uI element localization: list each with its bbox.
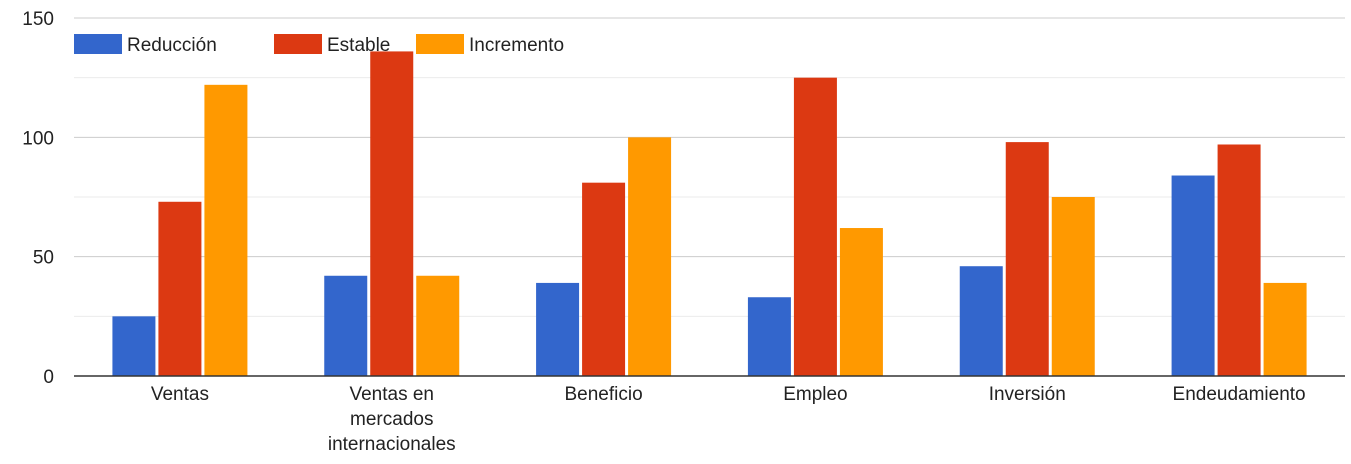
y-tick-label: 100 (22, 128, 54, 149)
x-tick-label: Endeudamiento (1173, 384, 1306, 405)
legend-swatch (416, 34, 464, 54)
bar-estable-5 (1217, 144, 1261, 376)
bar-estable-2 (582, 182, 626, 376)
x-tick-label-line: Endeudamiento (1173, 384, 1306, 405)
x-tick-label-line: Beneficio (564, 384, 642, 405)
bars (112, 51, 1307, 377)
x-tick-label: Beneficio (564, 384, 642, 405)
bar-estable-1 (370, 51, 414, 377)
bar-reducci-n-3 (747, 297, 791, 376)
legend: Reducción Estable Incremento (74, 34, 564, 56)
legend-label: Reducción (127, 35, 217, 56)
x-tick-label: Ventas en mercados internacionales (328, 384, 456, 455)
x-tick-label-line: Ventas en (349, 384, 434, 405)
legend-label: Incremento (469, 35, 564, 56)
x-tick-label-line: mercados (350, 409, 433, 430)
x-axis-ticks: Ventas Ventas en mercados internacionales Be… (151, 384, 1306, 455)
x-tick-label-line: Inversión (989, 384, 1066, 405)
x-tick-label-line: Empleo (783, 384, 847, 405)
y-tick-label: 150 (22, 9, 54, 30)
legend-swatch (274, 34, 322, 54)
bar-incremento-0 (204, 84, 248, 377)
bar-incremento-2 (628, 137, 672, 376)
bar-estable-0 (158, 201, 202, 376)
gridlines (74, 17, 1345, 317)
bar-reducci-n-0 (112, 316, 156, 376)
bar-estable-3 (793, 77, 837, 377)
bar-incremento-3 (839, 228, 883, 376)
y-tick-label: 50 (33, 248, 54, 269)
y-tick-label: 0 (43, 367, 54, 388)
y-axis-ticks: 0 50 100 150 (22, 9, 54, 388)
bar-incremento-5 (1263, 282, 1307, 376)
x-tick-label-line: internacionales (328, 434, 456, 455)
x-tick-label: Ventas (151, 384, 209, 405)
bar-reducci-n-5 (1171, 175, 1215, 376)
legend-label: Estable (327, 35, 390, 56)
x-tick-label-line: Ventas (151, 384, 209, 405)
legend-swatch (74, 34, 122, 54)
bar-reducci-n-2 (536, 282, 580, 376)
bar-incremento-1 (416, 275, 460, 376)
bar-estable-4 (1005, 142, 1049, 376)
bar-reducci-n-1 (324, 275, 368, 376)
x-tick-label: Inversión (989, 384, 1066, 405)
bar-reducci-n-4 (959, 266, 1003, 376)
x-tick-label: Empleo (783, 384, 847, 405)
bar-incremento-4 (1051, 197, 1095, 376)
